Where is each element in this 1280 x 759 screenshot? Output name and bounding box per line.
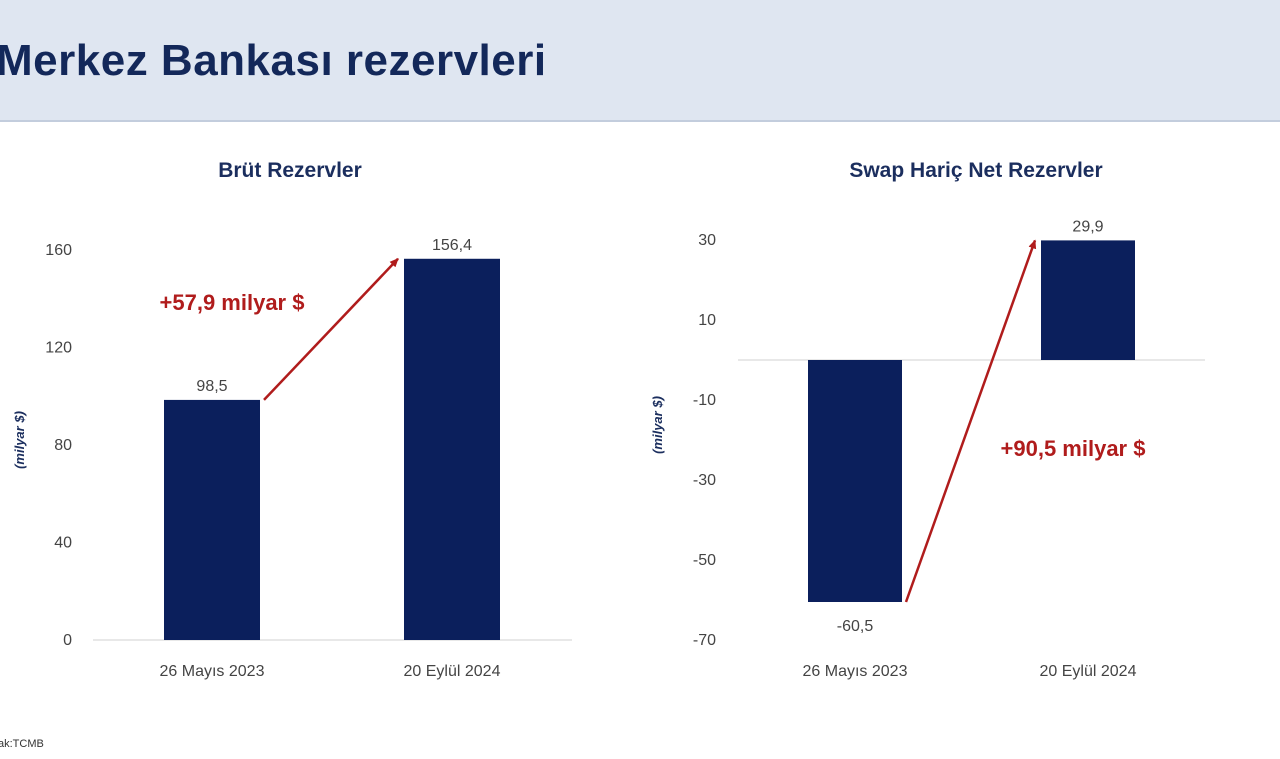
change-arrow — [904, 239, 1037, 603]
x-tick-label: 26 Mayıs 2023 — [803, 663, 908, 680]
chart-title: Brüt Rezervler — [218, 159, 362, 182]
bar-value-label: 98,5 — [196, 378, 227, 395]
x-tick-label: 26 Mayıs 2023 — [160, 663, 265, 680]
header-bar: Merkez Bankası rezervleri — [0, 0, 1280, 122]
y-axis-label: (milyar $) — [650, 396, 665, 454]
y-tick-label: 80 — [54, 437, 72, 454]
y-tick-label: 30 — [698, 232, 716, 249]
y-tick-label: -30 — [693, 472, 716, 489]
y-tick-label: 160 — [45, 242, 72, 259]
x-tick-label: 20 Eylül 2024 — [404, 663, 501, 680]
bar-value-label: 156,4 — [432, 237, 472, 254]
chart-brut-rezervler: Brüt Rezervler (milyar $) 0 40 80 120 160 98… — [12, 159, 572, 680]
y-tick-label: -10 — [693, 392, 716, 409]
chart-swap-haric-net-rezervler: Swap Hariç Net Rezervler (milyar $) 30 10… — [650, 159, 1205, 680]
y-tick-label: -70 — [693, 632, 716, 649]
y-tick-label: 0 — [63, 632, 72, 649]
charts-area: Brüt Rezervler (milyar $) 0 40 80 120 160 98… — [12, 159, 1205, 680]
bar — [1041, 240, 1135, 360]
y-tick-label: 120 — [45, 340, 72, 357]
change-arrow — [263, 257, 399, 401]
bar-value-label: -60,5 — [837, 618, 874, 635]
chart-title: Swap Hariç Net Rezervler — [849, 159, 1102, 182]
y-axis-label: (milyar $) — [12, 411, 27, 469]
change-annotation: +57,9 milyar $ — [160, 290, 305, 315]
bar-value-label: 29,9 — [1072, 218, 1103, 235]
bar — [164, 399, 260, 640]
page-title: Merkez Bankası rezervleri — [0, 36, 547, 85]
bar — [808, 360, 902, 602]
y-tick-label: 10 — [698, 312, 716, 329]
x-tick-label: 20 Eylül 2024 — [1040, 663, 1137, 680]
y-tick-label: -50 — [693, 552, 716, 569]
y-tick-label: 40 — [54, 535, 72, 552]
source-note: ak:TCMB — [0, 738, 44, 750]
bar — [404, 258, 500, 640]
change-annotation: +90,5 milyar $ — [1001, 436, 1146, 461]
